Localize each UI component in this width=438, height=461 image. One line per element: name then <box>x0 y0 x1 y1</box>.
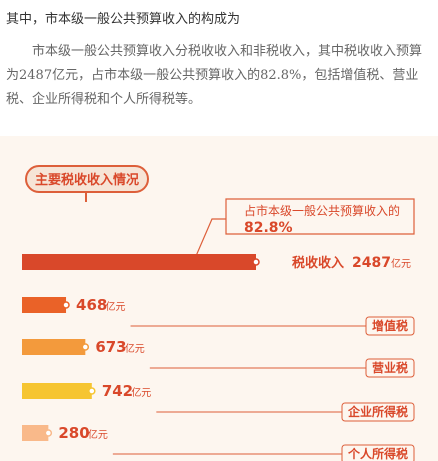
callout-label: 占市本级一般公共预算收入的 <box>244 203 400 218</box>
unit-label: 亿元 <box>125 342 145 355</box>
bar-end-dot <box>88 387 96 395</box>
paragraph-line-2: 为2487亿元，占市本级一般公共预算收入的82.8%，包括增值税、营业税、 <box>6 68 419 107</box>
category-label: 个人所得税 <box>347 446 408 461</box>
value-label: 2487 <box>352 255 391 271</box>
chart-title: 主要税收收入情况 <box>35 172 139 188</box>
category-label: 营业税 <box>372 360 408 375</box>
callout-box <box>225 198 415 235</box>
bar-企业所得税 <box>22 383 92 399</box>
callout-leader <box>195 218 226 257</box>
intro-text: 其中，市本级一般公共预算收入的构成为 <box>6 12 241 27</box>
bar-end-dot <box>44 429 53 437</box>
bar-增值税 <box>22 297 67 313</box>
category-label: 税收收入 <box>292 255 344 271</box>
unit-label: 亿元 <box>391 257 411 270</box>
summary-paragraph: 市本级一般公共预算收入分税收收入和非税收入，其中税收收入预算为2487亿元，占市… <box>6 40 434 112</box>
bar-end-dot <box>62 301 70 309</box>
paragraph-line-3: 企业所得税和个人所得税等。 <box>32 92 202 107</box>
unit-label: 亿元 <box>131 386 151 399</box>
bar-end-dot <box>81 343 90 351</box>
value-label: 673 <box>95 338 126 356</box>
unit-label: 亿元 <box>88 428 108 441</box>
unit-label: 亿元 <box>106 300 126 313</box>
callout-value: 82.8% <box>244 220 293 236</box>
bar-税收收入 <box>22 254 256 270</box>
category-label: 企业所得税 <box>347 404 408 419</box>
bar-个人所得税 <box>22 425 49 441</box>
bar-营业税 <box>22 339 86 355</box>
value-label: 468 <box>76 296 107 314</box>
category-label: 增值税 <box>372 318 408 333</box>
value-label: 280 <box>58 424 89 442</box>
paragraph-line-1: 市本级一般公共预算收入分税收收入和非税收入，其中税收收入预算 <box>32 44 423 59</box>
bar-end-dot <box>252 258 260 266</box>
value-label: 742 <box>102 382 133 400</box>
